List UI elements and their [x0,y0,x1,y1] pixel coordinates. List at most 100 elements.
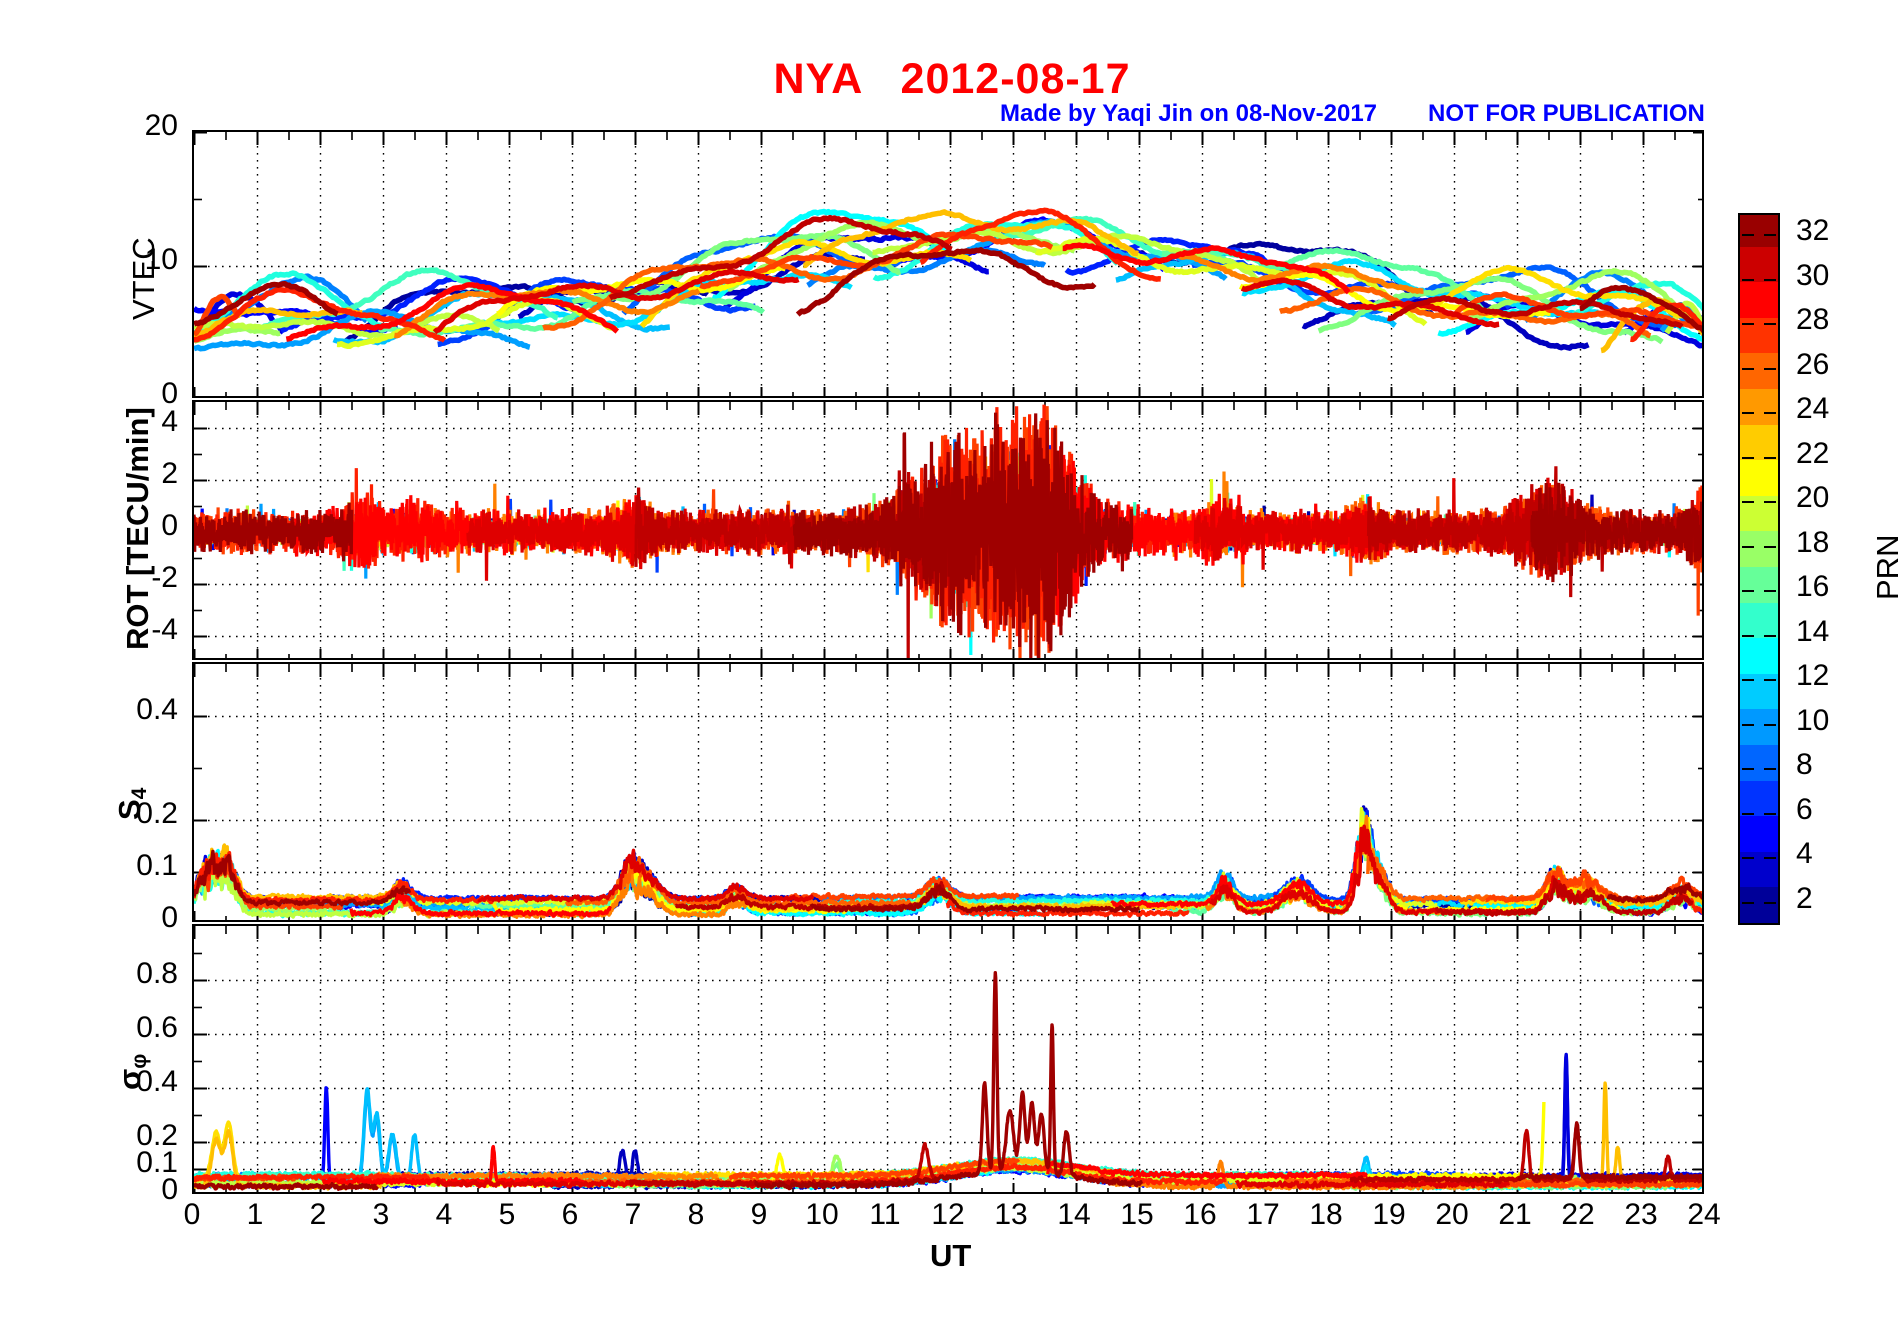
colorbar-label: PRN [1870,534,1904,600]
colorbar-tickmark [1742,412,1754,415]
colorbar-tickmark [1764,367,1776,370]
colorbar-tickmark [1742,590,1754,593]
xtick-1: 1 [246,1198,264,1231]
colorbar-tickmark [1742,278,1754,281]
colorbar-tickmark [1742,723,1754,726]
xtick-18: 18 [1309,1198,1343,1231]
ytick-rot-3: 2 [161,457,178,490]
colorbar-band [1740,458,1778,496]
xtick-0: 0 [183,1198,201,1231]
ytick-sp-2: 0.2 [136,1119,178,1152]
panel-vtec [192,130,1704,398]
colorbar-tickmark [1764,234,1776,237]
colorbar-band [1740,850,1778,888]
xtick-19: 19 [1372,1198,1406,1231]
colorbar-band [1740,245,1778,283]
colorbar-tickmark [1742,768,1754,771]
colorbar-tickmark [1742,634,1754,637]
colorbar-band [1740,387,1778,425]
ytick-s4-2: 0.2 [136,797,178,830]
xtick-21: 21 [1498,1198,1532,1231]
ytick-vtec-1: 10 [144,243,178,276]
colorbar-tickmark [1764,812,1776,815]
xtick-12: 12 [931,1198,965,1231]
ytick-sp-3: 0.4 [136,1065,178,1098]
xtick-10: 10 [805,1198,839,1231]
colorbar [1738,213,1780,925]
colorbar-tickmark [1742,812,1754,815]
made-by-annotation: Made by Yaqi Jin on 08-Nov-2017 [1000,100,1378,127]
colorbar-tickmark [1742,545,1754,548]
colorbar-tick-14: 14 [1796,614,1830,648]
xtick-23: 23 [1624,1198,1658,1231]
colorbar-tickmark [1742,901,1754,904]
colorbar-tick-32: 32 [1796,214,1830,248]
colorbar-tick-24: 24 [1796,392,1830,426]
xtick-13: 13 [994,1198,1028,1231]
colorbar-tickmark [1764,501,1776,504]
ytick-sp-4: 0.6 [136,1011,178,1044]
ytick-s4-0: 0 [161,901,178,934]
colorbar-band [1740,601,1778,639]
colorbar-band [1740,215,1778,247]
colorbar-tickmark [1764,768,1776,771]
colorbar-tickmark [1764,590,1776,593]
colorbar-tick-22: 22 [1796,436,1830,470]
ytick-sp-5: 0.8 [136,957,178,990]
not-for-publication-annotation: NOT FOR PUBLICATION [1428,100,1705,127]
colorbar-tickmark [1742,234,1754,237]
colorbar-band [1740,423,1778,461]
ytick-s4-3: 0.4 [136,693,178,726]
colorbar-band [1740,708,1778,745]
ytick-vtec-0: 0 [161,377,178,410]
ytick-sp-1: 0.1 [136,1146,178,1179]
xtick-14: 14 [1057,1198,1091,1231]
xtick-15: 15 [1120,1198,1154,1231]
colorbar-tickmark [1764,412,1776,415]
xtick-16: 16 [1183,1198,1217,1231]
colorbar-tickmark [1764,323,1776,326]
colorbar-tickmark [1764,679,1776,682]
colorbar-tickmark [1764,901,1776,904]
colorbar-tickmark [1764,723,1776,726]
xtick-22: 22 [1561,1198,1595,1231]
colorbar-band [1740,316,1778,354]
panel-rot [192,400,1704,660]
colorbar-tickmark [1764,857,1776,860]
xtick-2: 2 [309,1198,327,1231]
ytick-rot-2: 0 [161,509,178,542]
xtick-4: 4 [435,1198,453,1231]
page-title: NYA 2012-08-17 [773,55,1131,103]
colorbar-band [1740,743,1778,781]
xtick-9: 9 [750,1198,768,1231]
colorbar-band [1740,494,1778,532]
xtick-8: 8 [687,1198,705,1231]
colorbar-tickmark [1764,634,1776,637]
ytick-s4-1: 0.1 [136,849,178,882]
colorbar-tickmark [1764,278,1776,281]
xtick-24: 24 [1687,1198,1721,1231]
xtick-5: 5 [498,1198,516,1231]
ytick-rot-1: -2 [151,561,178,594]
colorbar-tick-2: 2 [1796,881,1813,915]
panel-s4 [192,662,1704,922]
colorbar-band [1740,886,1778,923]
colorbar-band [1740,672,1778,710]
colorbar-tickmark [1742,456,1754,459]
colorbar-tickmark [1742,323,1754,326]
colorbar-tickmark [1742,857,1754,860]
colorbar-band [1740,814,1778,852]
colorbar-band [1740,352,1778,389]
colorbar-tickmark [1742,679,1754,682]
ytick-rot-0: -4 [151,613,178,646]
colorbar-tick-26: 26 [1796,347,1830,381]
axis-label-ut: UT [930,1238,972,1273]
xtick-11: 11 [869,1198,901,1231]
colorbar-band [1740,530,1778,567]
xtick-6: 6 [561,1198,579,1231]
colorbar-band [1740,565,1778,603]
ytick-vtec-2: 20 [144,109,178,142]
colorbar-tickmark [1742,501,1754,504]
panel-sigma-phi [192,924,1704,1194]
